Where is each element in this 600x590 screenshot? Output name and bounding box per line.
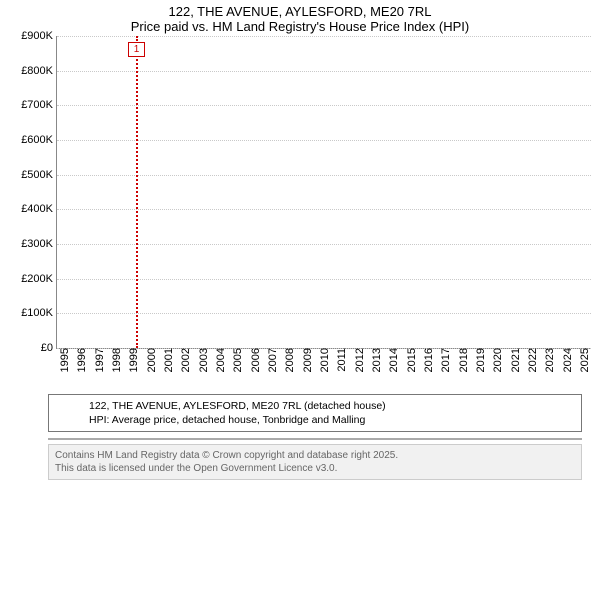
x-tick-label: 2013 (367, 348, 383, 372)
license-line: This data is licensed under the Open Gov… (55, 462, 575, 475)
x-tick-label: 2011 (332, 348, 348, 372)
legend-label: HPI: Average price, detached house, Tonb… (89, 413, 365, 427)
x-tick-label: 2003 (194, 348, 210, 372)
sales-table (48, 438, 582, 440)
y-tick-label: £700K (21, 99, 57, 111)
x-tick-label: 2002 (176, 348, 192, 372)
x-tick-label: 2025 (575, 348, 591, 372)
legend: 122, THE AVENUE, AYLESFORD, ME20 7RL (de… (48, 394, 582, 432)
event-badge: 1 (128, 42, 146, 57)
x-tick-label: 1999 (124, 348, 140, 372)
x-tick-label: 1995 (55, 348, 71, 372)
legend-label: 122, THE AVENUE, AYLESFORD, ME20 7RL (de… (89, 399, 386, 413)
y-tick-label: £200K (21, 273, 57, 285)
x-tick-label: 2007 (263, 348, 279, 372)
x-tick-label: 2015 (402, 348, 418, 372)
legend-item-hpi: HPI: Average price, detached house, Tonb… (55, 413, 575, 427)
x-tick-label: 2021 (506, 348, 522, 372)
y-tick-label: £100K (21, 307, 57, 319)
x-tick-label: 1998 (107, 348, 123, 372)
x-tick-label: 2012 (350, 348, 366, 372)
chart-area: £0£100K£200K£300K£400K£500K£600K£700K£80… (8, 36, 600, 390)
x-tick-label: 2008 (280, 348, 296, 372)
y-tick-label: £800K (21, 65, 57, 77)
x-tick-label: 2005 (228, 348, 244, 372)
plot: £0£100K£200K£300K£400K£500K£600K£700K£80… (56, 36, 591, 349)
x-tick-label: 2023 (540, 348, 556, 372)
x-tick-label: 2006 (246, 348, 262, 372)
x-tick-label: 2001 (159, 348, 175, 372)
titles: 122, THE AVENUE, AYLESFORD, ME20 7RL Pri… (0, 0, 600, 36)
title-subtitle: Price paid vs. HM Land Registry's House … (0, 19, 600, 34)
event-line (136, 36, 138, 348)
x-tick-label: 1996 (72, 348, 88, 372)
y-tick-label: £500K (21, 169, 57, 181)
y-tick-label: £600K (21, 134, 57, 146)
legend-item-price-paid: 122, THE AVENUE, AYLESFORD, ME20 7RL (de… (55, 399, 575, 413)
license-note: Contains HM Land Registry data © Crown c… (48, 444, 582, 480)
title-address: 122, THE AVENUE, AYLESFORD, ME20 7RL (0, 4, 600, 19)
y-tick-label: £900K (21, 30, 57, 42)
x-tick-label: 2010 (315, 348, 331, 372)
x-tick-label: 2020 (488, 348, 504, 372)
x-tick-label: 2019 (471, 348, 487, 372)
x-tick-label: 1997 (90, 348, 106, 372)
x-tick-label: 2022 (523, 348, 539, 372)
x-tick-label: 2004 (211, 348, 227, 372)
y-tick-label: £300K (21, 238, 57, 250)
x-tick-label: 2017 (436, 348, 452, 372)
figure: { "title_line1": "122, THE AVENUE, AYLES… (0, 0, 600, 590)
x-tick-label: 2024 (558, 348, 574, 372)
x-tick-label: 2016 (419, 348, 435, 372)
y-tick-label: £400K (21, 203, 57, 215)
x-tick-label: 2009 (298, 348, 314, 372)
x-tick-label: 2000 (142, 348, 158, 372)
x-tick-label: 2018 (454, 348, 470, 372)
license-line: Contains HM Land Registry data © Crown c… (55, 449, 575, 462)
x-tick-label: 2014 (384, 348, 400, 372)
